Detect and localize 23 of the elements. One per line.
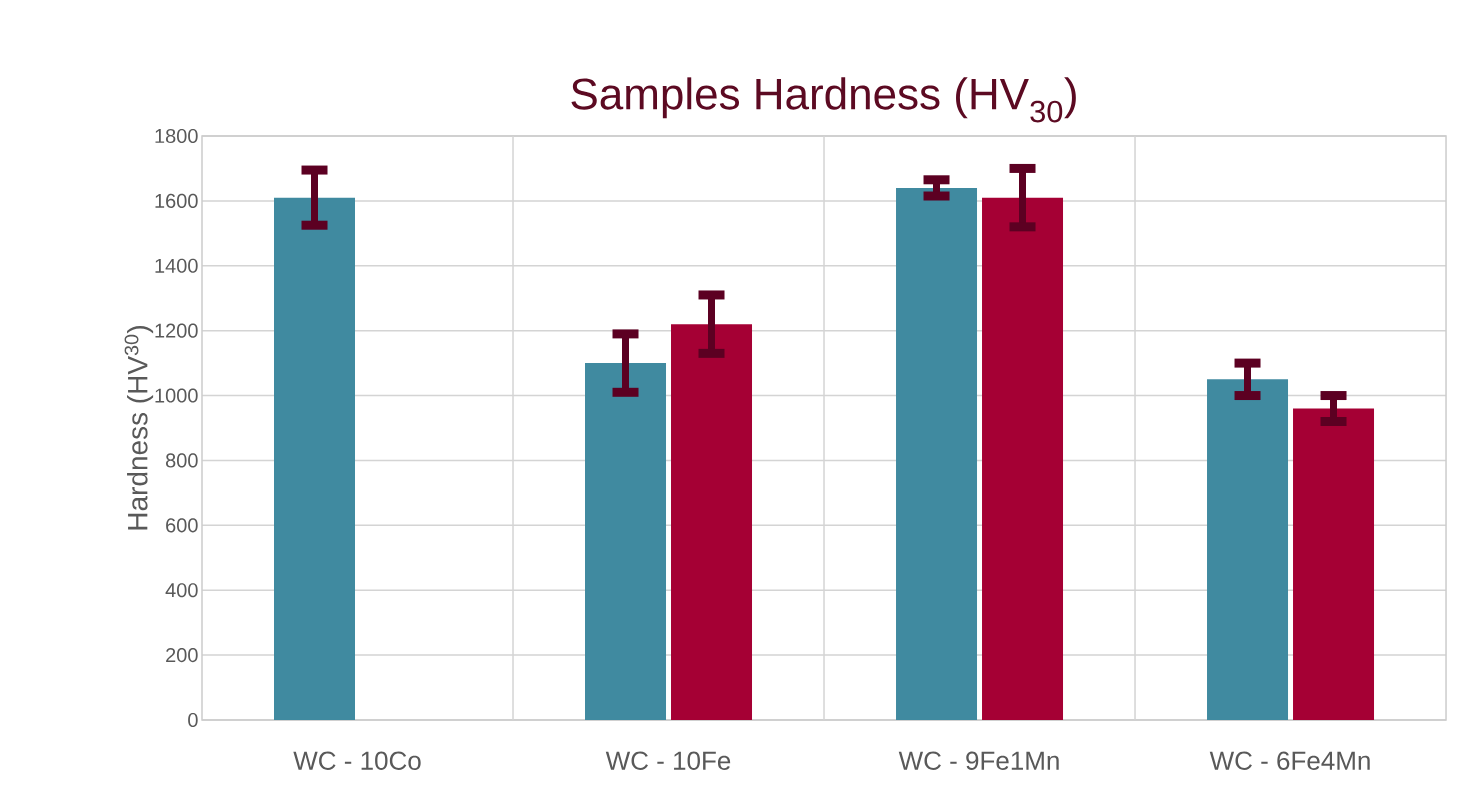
x-tick-label: WC - 9Fe1Mn [898, 751, 1059, 770]
y-tick-label: 0 [188, 712, 198, 728]
x-tick-label: WC - 6Fe4Mn [1209, 751, 1370, 770]
bar [982, 197, 1064, 720]
y-tick-label: 1600 [155, 193, 198, 208]
bar [585, 363, 667, 720]
y-tick-label: 600 [166, 518, 198, 533]
y-tick-label: 800 [165, 453, 198, 468]
y-tick-label: 1800 [155, 128, 198, 144]
x-tick-label: WC - 10Fe [605, 751, 731, 770]
y-tick-label: 1400 [155, 258, 198, 273]
y-tick-label: 1200 [155, 323, 198, 338]
bar [896, 187, 978, 720]
chart-title: Samples Hardness (HV$_{30}$) [571, 77, 1076, 123]
y-tick-label: 400 [165, 583, 198, 598]
bar [274, 197, 356, 720]
x-tick-label: WC - 10Co [293, 751, 421, 770]
bar [1207, 379, 1289, 720]
bar [1293, 408, 1375, 720]
y-axis-title: Hardness (HV$^{30}$) [124, 325, 154, 530]
y-tick-label: 200 [166, 648, 198, 663]
bar [671, 324, 753, 720]
y-tick-label: 1000 [155, 388, 198, 403]
